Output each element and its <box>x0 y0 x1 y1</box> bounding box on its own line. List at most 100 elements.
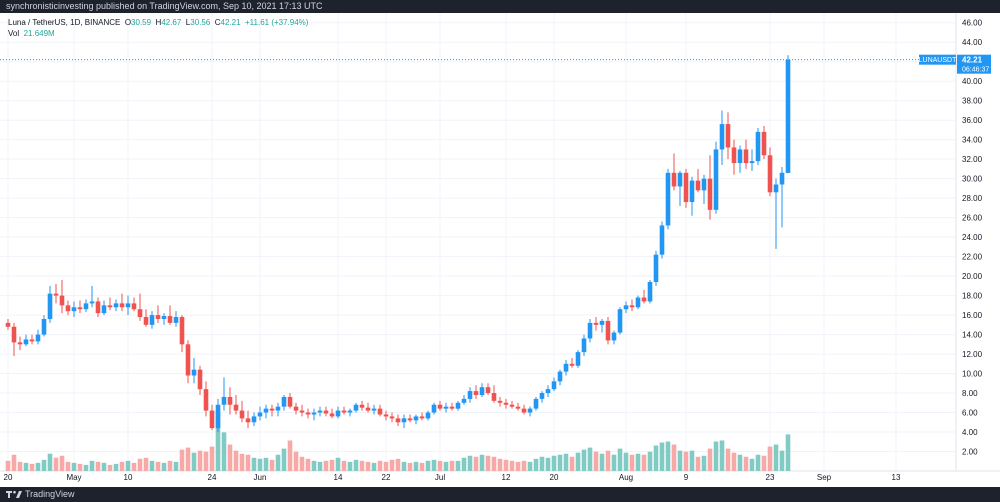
candle-body <box>143 317 149 325</box>
candle-body <box>779 172 785 185</box>
candle-body <box>167 316 173 323</box>
volume-bar <box>713 441 719 471</box>
candle-body <box>461 398 467 403</box>
candle-body <box>653 254 659 282</box>
volume-bar <box>593 451 599 471</box>
candle-body <box>575 352 581 366</box>
x-tick-label: 14 <box>334 473 343 482</box>
candle-body <box>431 404 437 413</box>
candle-body <box>257 412 263 417</box>
y-tick-label: 40.00 <box>962 77 983 86</box>
volume-bar <box>221 432 227 471</box>
candle-body <box>539 393 545 399</box>
candle-body <box>437 404 443 409</box>
candle-body <box>149 315 155 325</box>
volume-bar <box>587 447 593 471</box>
volume-bar <box>173 461 179 471</box>
volume-bar <box>737 454 743 471</box>
chart-background <box>0 13 1000 487</box>
y-tick-label: 38.00 <box>962 97 983 106</box>
candle-body <box>287 396 293 407</box>
legend-high-label: H <box>155 18 162 27</box>
candle-body <box>23 339 29 345</box>
volume-bar <box>119 461 125 471</box>
candle-body <box>53 293 59 296</box>
legend-high: 42.67 <box>161 18 182 27</box>
candle-body <box>467 391 473 399</box>
candle-body <box>29 339 35 342</box>
volume-bar <box>299 456 305 471</box>
volume-bar <box>653 445 659 471</box>
candle-body <box>635 297 641 308</box>
candle-body <box>611 332 617 341</box>
candle-body <box>563 363 569 372</box>
candle-body <box>767 155 773 193</box>
candle-body <box>65 305 71 312</box>
candle-body <box>335 410 341 417</box>
volume-bar <box>743 456 749 471</box>
candle-body <box>419 416 425 419</box>
y-tick-label: 44.00 <box>962 38 983 47</box>
volume-bar <box>515 461 521 471</box>
candle-body <box>731 147 737 164</box>
candle-body <box>155 315 161 319</box>
y-tick-label: 36.00 <box>962 116 983 125</box>
volume-bar <box>35 462 41 471</box>
y-tick-label: 16.00 <box>962 311 983 320</box>
legend-vol-label: Vol <box>8 29 20 38</box>
tradingview-logo-icon <box>6 490 22 498</box>
volume-bar <box>53 457 59 471</box>
candle-body <box>179 317 185 345</box>
candle-body <box>581 338 587 353</box>
volume-bar <box>755 454 761 471</box>
volume-bar <box>95 461 101 471</box>
candle-body <box>401 418 407 423</box>
volume-bar <box>227 444 233 471</box>
legend-close: 42.21 <box>220 18 241 27</box>
volume-bar <box>401 461 407 471</box>
candle-body <box>533 398 539 409</box>
y-tick-label: 24.00 <box>962 233 983 242</box>
volume-bar <box>17 461 23 471</box>
candle-body <box>107 305 113 308</box>
volume-bar <box>545 457 551 471</box>
candle-body <box>749 161 755 164</box>
volume-bar <box>467 455 473 471</box>
chart-area[interactable]: Luna / TetherUS, 1D, BINANCE O30.59 H42.… <box>0 13 1000 487</box>
volume-bar <box>167 460 173 471</box>
candle-body <box>41 318 47 335</box>
candlestick-chart[interactable]: 46.0044.0042.0040.0038.0036.0034.0032.00… <box>0 13 1000 487</box>
volume-bar <box>389 459 395 471</box>
candle-body <box>743 149 749 164</box>
candle-body <box>659 225 665 255</box>
legend-low: 30.56 <box>190 18 211 27</box>
volume-bar <box>281 448 287 471</box>
candle-body <box>233 404 239 411</box>
volume-bar <box>59 455 65 471</box>
volume-bar <box>125 460 131 471</box>
candle-body <box>593 322 599 325</box>
volume-bar <box>251 457 257 471</box>
candle-body <box>689 180 695 203</box>
candle-body <box>317 410 323 413</box>
candle-body <box>101 305 107 314</box>
volume-bar <box>665 441 671 471</box>
tradingview-footer: TradingView <box>0 487 1000 502</box>
candle-body <box>293 406 299 411</box>
candle-body <box>683 172 689 203</box>
candle-body <box>191 369 197 376</box>
candle-body <box>395 418 401 423</box>
x-tick-label: 20 <box>4 473 13 482</box>
volume-bar <box>611 454 617 471</box>
volume-bar <box>677 450 683 471</box>
volume-bar <box>137 458 143 471</box>
volume-bar <box>353 459 359 471</box>
candle-body <box>239 410 245 419</box>
volume-bar <box>455 460 461 471</box>
candle-body <box>671 172 677 187</box>
legend-open-label: O <box>124 18 132 27</box>
candle-body <box>275 406 281 411</box>
candle-body <box>221 396 227 405</box>
volume-bar <box>683 451 689 471</box>
volume-bar <box>395 458 401 471</box>
